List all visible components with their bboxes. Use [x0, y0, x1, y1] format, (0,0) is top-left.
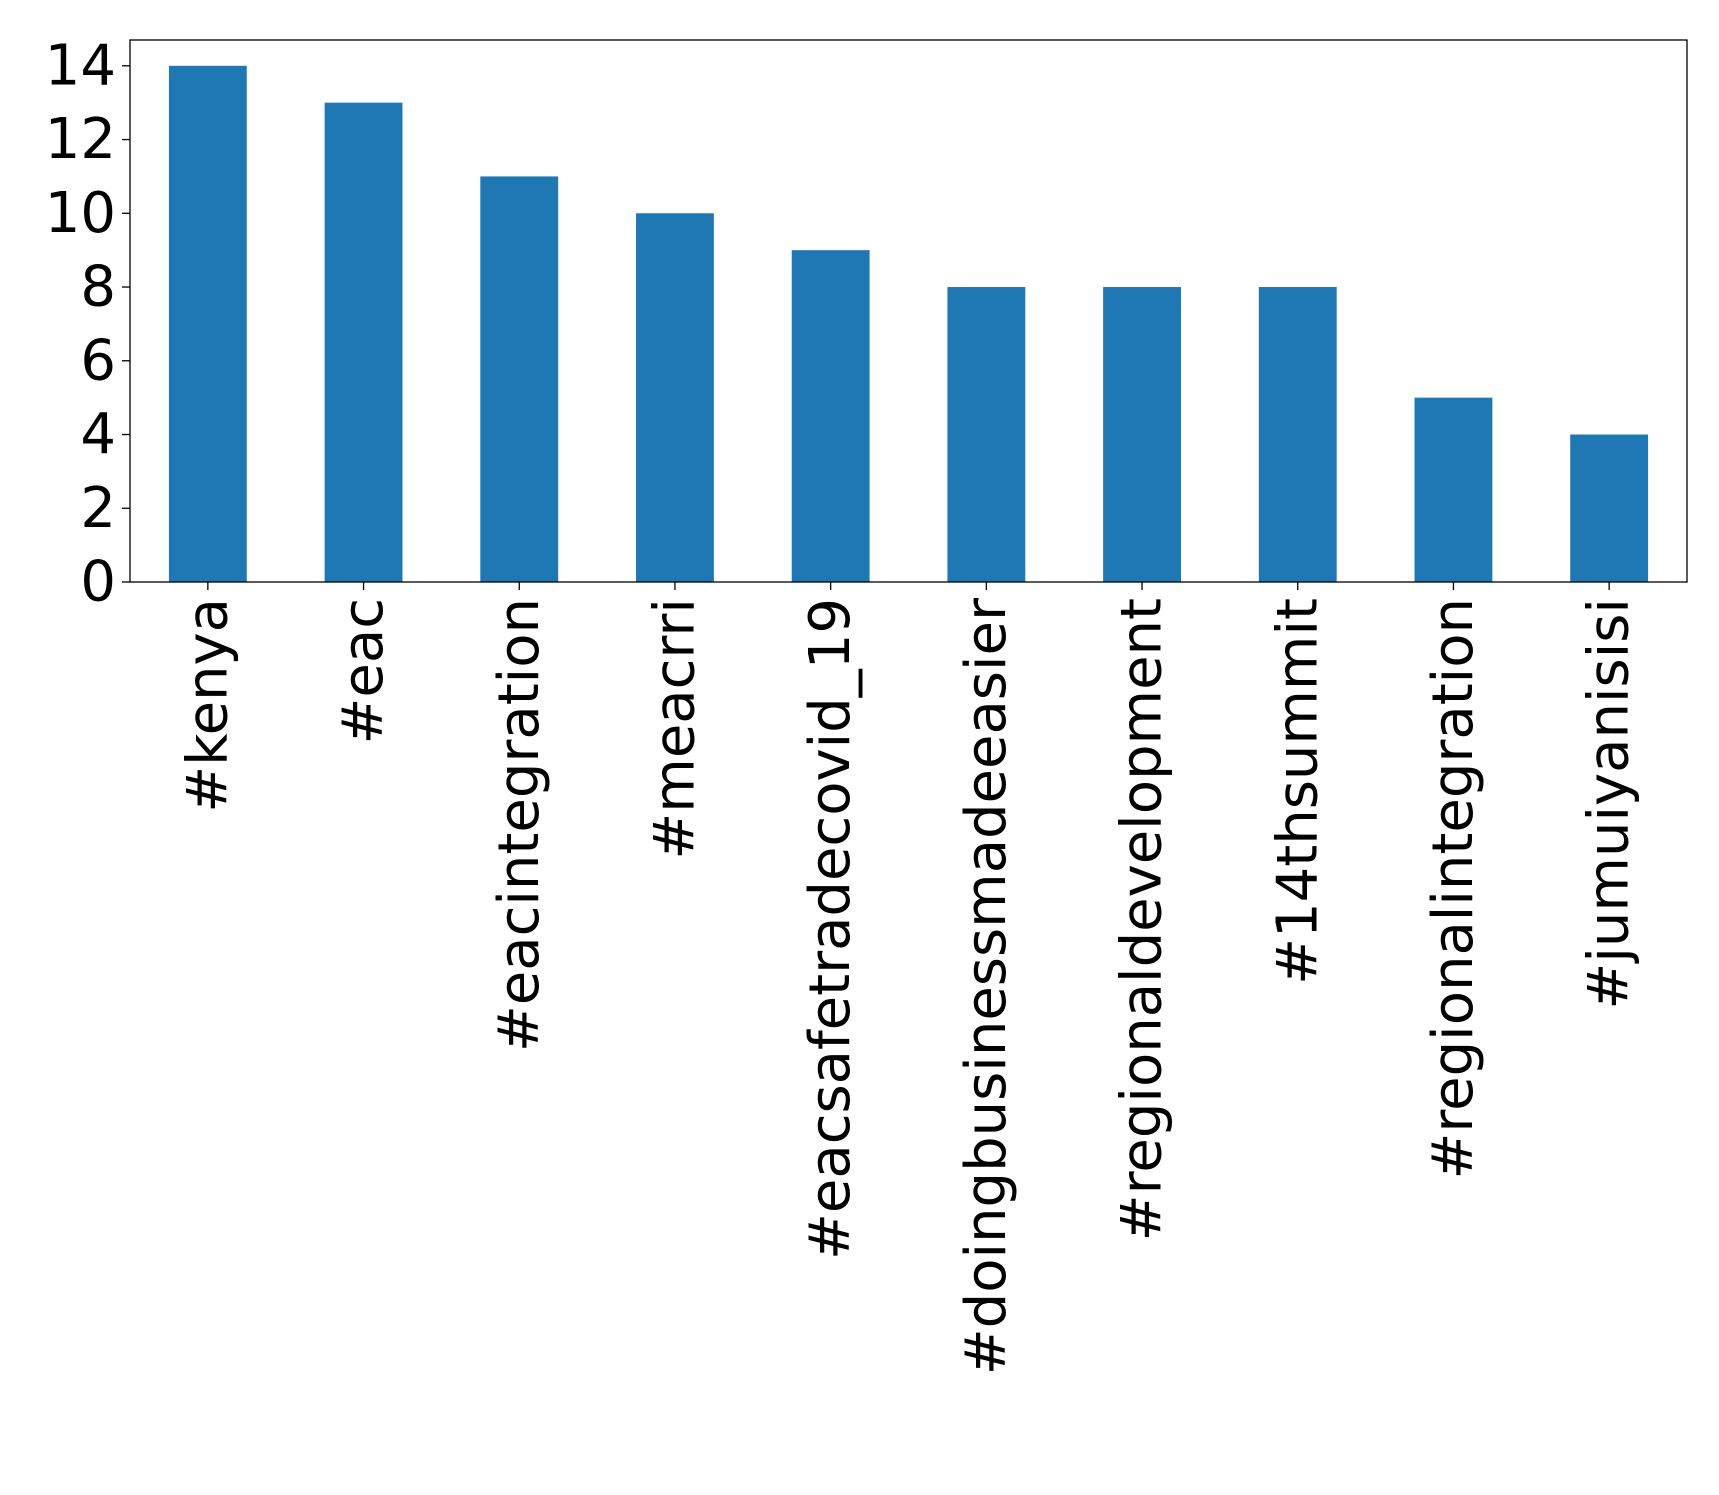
x-tick-label: #meacrri — [642, 598, 707, 860]
bar — [1258, 287, 1337, 582]
x-tick-label: #regionaldevelopment — [1110, 598, 1175, 1241]
x-tick-label: #eacsafetradecovid_19 — [798, 598, 863, 1260]
bar — [636, 213, 714, 582]
bar — [947, 287, 1026, 582]
y-tick-label: 10 — [45, 181, 116, 246]
bars-group — [168, 65, 1649, 583]
bar — [324, 102, 403, 583]
x-tick-label: #regionalintegration — [1421, 598, 1486, 1180]
y-tick-label: 14 — [45, 33, 116, 98]
bar — [1103, 287, 1181, 582]
x-tick-label: #eac — [331, 598, 396, 744]
y-axis: 0 2 4 6 8 10 12 14 — [45, 33, 130, 615]
x-tick-label: #14thsummit — [1265, 598, 1330, 985]
x-tick-label: #doingbusinessmadeeasier — [954, 597, 1019, 1375]
y-tick-label: 0 — [80, 550, 116, 615]
y-tick-label: 12 — [45, 107, 116, 172]
x-tick-label: #jumuiyanisisi — [1577, 598, 1642, 1010]
y-tick-label: 8 — [80, 255, 116, 320]
bar — [1570, 434, 1649, 582]
plot-frame — [129, 39, 1688, 583]
x-tick-label: #eacintegration — [487, 598, 552, 1052]
bar — [168, 65, 247, 583]
bar — [1414, 397, 1493, 582]
y-tick-label: 2 — [80, 476, 116, 541]
x-tick-label: #kenya — [175, 598, 240, 813]
x-axis: #kenya #eac #eacintegration #meacrri #eacsaf… — [175, 582, 1642, 1375]
y-tick-label: 6 — [80, 328, 116, 393]
bar — [480, 176, 559, 583]
y-tick-label: 4 — [80, 402, 116, 467]
bar — [791, 250, 870, 582]
